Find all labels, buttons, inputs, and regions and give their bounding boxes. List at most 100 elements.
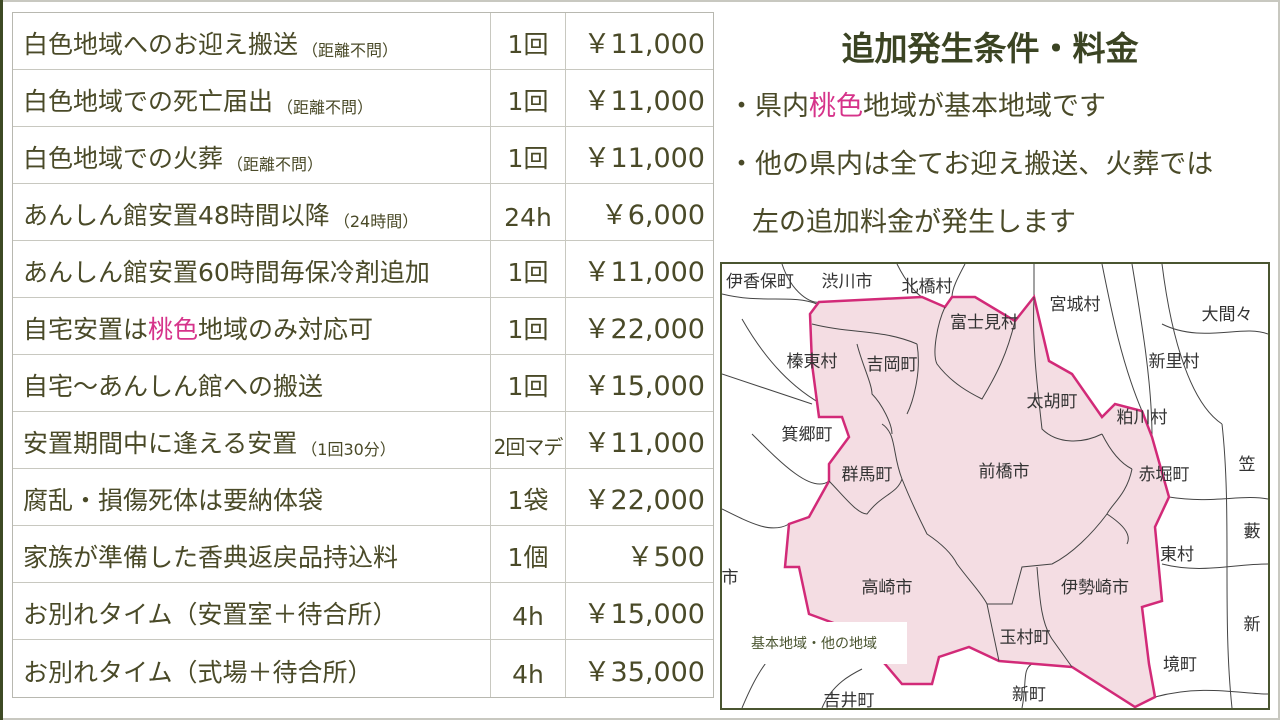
- bullet-text: ・県内: [728, 91, 809, 122]
- map-label: 箕郷町: [782, 425, 833, 445]
- item-text: あんしん館安置60時間毎保冷剤追加: [23, 258, 430, 287]
- map-label: 群馬町: [842, 465, 893, 485]
- fee-item: お別れタイム（安置室＋待合所）: [13, 583, 491, 639]
- item-text: お別れタイム（安置室＋待合所）: [23, 600, 398, 629]
- map-label: 宮城村: [1050, 295, 1101, 315]
- fee-item: 安置期間中に逢える安置 （1回30分）: [13, 412, 491, 468]
- fee-price: ￥15,000: [583, 599, 705, 630]
- pink-highlight: 桃色: [148, 315, 199, 344]
- fee-unit: 1回: [491, 13, 566, 69]
- inner-boundaries: [811, 296, 1133, 668]
- map-label: 高崎市: [862, 578, 913, 598]
- fee-price: ￥500: [626, 542, 705, 573]
- fee-price: ￥11,000: [583, 86, 705, 117]
- map-label: 吉井町: [824, 691, 875, 708]
- fee-price: ￥35,000: [583, 657, 705, 688]
- map-label: 伊勢崎市: [1061, 578, 1129, 598]
- pink-highlight: 桃色: [809, 91, 863, 122]
- map-label: 大間々: [1202, 305, 1253, 325]
- fee-unit: 24h: [491, 184, 566, 240]
- fee-item: 白色地域での死亡届出 （距離不問）: [13, 70, 491, 126]
- item-note: （1回30分）: [301, 440, 396, 459]
- map-label: 新里村: [1149, 352, 1200, 372]
- table-row: 白色地域へのお迎え搬送 （距離不問） 1回 ￥11,000: [13, 13, 713, 70]
- map-label: 北橋村: [902, 277, 953, 297]
- fee-price: ￥22,000: [583, 314, 705, 345]
- fee-price: ￥11,000: [583, 29, 705, 60]
- item-note: （距離不問）: [277, 98, 374, 117]
- map-label: 榛東村: [787, 352, 838, 372]
- fee-item: 家族が準備した香典返戻品持込料: [13, 526, 491, 582]
- fee-item: 白色地域での火葬 （距離不問）: [13, 127, 491, 183]
- fee-unit: 1回: [491, 298, 566, 354]
- map-label: 富士見村: [950, 313, 1018, 333]
- bullet-other-area: ・他の県内は全てお迎え搬送、火葬では: [728, 149, 1214, 180]
- item-text: 安置期間中に逢える安置: [23, 429, 298, 458]
- fee-price: ￥11,000: [583, 143, 705, 174]
- item-text: 自宅安置は: [23, 315, 149, 344]
- fee-table: 白色地域へのお迎え搬送 （距離不問） 1回 ￥11,000 白色地域での死亡届出 （距離不…: [12, 12, 714, 698]
- fee-item: 自宅～あんしん館への搬送: [13, 355, 491, 411]
- map-label: 市: [722, 568, 739, 588]
- table-row: お別れタイム（式場＋待合所） 4h ￥35,000: [13, 640, 713, 697]
- item-text: あんしん館安置48時間以降: [23, 201, 330, 230]
- left-border: [0, 0, 3, 720]
- map-label: 笠: [1239, 455, 1256, 475]
- item-text: 白色地域へのお迎え搬送: [23, 30, 299, 59]
- table-row: 白色地域での死亡届出 （距離不問） 1回 ￥11,000: [13, 70, 713, 127]
- item-note: （距離不問）: [227, 155, 324, 174]
- item-text: 白色地域での死亡届出: [23, 87, 274, 116]
- map-label: 藪: [1244, 522, 1261, 542]
- fee-price: ￥22,000: [583, 485, 705, 516]
- map-label: 東村: [1160, 545, 1194, 565]
- table-row: お別れタイム（安置室＋待合所） 4h ￥15,000: [13, 583, 713, 640]
- map-label: 境町: [1163, 655, 1197, 675]
- region-map: 伊香保町 渋川市 北橋村宮城村大間々榛東村 吉岡町 富士見村新里村太胡町粕川村箕郷町 群馬…: [720, 262, 1270, 710]
- fee-price: ￥15,000: [583, 371, 705, 402]
- item-note: （距離不問）: [302, 41, 399, 60]
- item-note: （24時間）: [333, 212, 419, 231]
- fee-unit: 1回: [491, 127, 566, 183]
- fee-unit: 1回: [491, 241, 566, 297]
- map-label: 新町: [1012, 685, 1046, 705]
- map-label: 玉村町: [1000, 628, 1051, 648]
- map-label: 新: [1244, 615, 1261, 635]
- table-row: 自宅安置は 桃色 地域のみ対応可 1回 ￥22,000: [13, 298, 713, 355]
- item-text: 地域のみ対応可: [198, 315, 374, 344]
- fee-item: あんしん館安置48時間以降 （24時間）: [13, 184, 491, 240]
- panel-title: 追加発生条件・料金: [841, 29, 1139, 68]
- bullet-text: 地域が基本地域です: [863, 91, 1106, 122]
- bullet-basic-area: ・県内桃色地域が基本地域です: [728, 84, 1106, 123]
- fee-item: 自宅安置は 桃色 地域のみ対応可: [13, 298, 491, 354]
- table-row: 安置期間中に逢える安置 （1回30分） 2回マデ ￥11,000: [13, 412, 713, 469]
- map-legend: 基本地域・他の地域: [747, 622, 907, 664]
- fee-item: 腐乱・損傷死体は要納体袋: [13, 469, 491, 525]
- item-text: 家族が準備した香典返戻品持込料: [23, 543, 399, 572]
- fee-item: 白色地域へのお迎え搬送 （距離不問）: [13, 13, 491, 69]
- bullet-other-area-cont: 左の追加料金が発生します: [752, 207, 1076, 238]
- map-label: 粕川村: [1117, 408, 1168, 428]
- fee-unit: 4h: [491, 583, 566, 639]
- table-row: 自宅～あんしん館への搬送 1回 ￥15,000: [13, 355, 713, 412]
- map-label: 吉岡町: [867, 355, 918, 375]
- table-row: あんしん館安置60時間毎保冷剤追加 1回 ￥11,000: [13, 241, 713, 298]
- fee-unit: 1個: [491, 526, 566, 582]
- map-label: 伊香保町: [726, 272, 794, 292]
- map-label: 赤堀町: [1139, 465, 1190, 485]
- item-text: 白色地域での火葬: [23, 144, 224, 173]
- map-label: 前橋市: [979, 462, 1030, 482]
- fee-price: ￥11,000: [583, 257, 705, 288]
- fee-unit: 4h: [491, 640, 566, 697]
- fee-item: あんしん館安置60時間毎保冷剤追加: [13, 241, 491, 297]
- fee-price: ￥6,000: [600, 200, 705, 231]
- map-label: 渋川市: [822, 272, 873, 292]
- table-row: 腐乱・損傷死体は要納体袋 1袋 ￥22,000: [13, 469, 713, 526]
- fee-unit: 1袋: [491, 469, 566, 525]
- fee-unit: 1回: [491, 70, 566, 126]
- fee-price: ￥11,000: [583, 428, 705, 459]
- table-row: あんしん館安置48時間以降 （24時間） 24h ￥6,000: [13, 184, 713, 241]
- fee-unit: 1回: [491, 355, 566, 411]
- fee-unit: 2回マデ: [491, 412, 566, 468]
- table-row: 白色地域での火葬 （距離不問） 1回 ￥11,000: [13, 127, 713, 184]
- map-label: 太胡町: [1027, 392, 1078, 412]
